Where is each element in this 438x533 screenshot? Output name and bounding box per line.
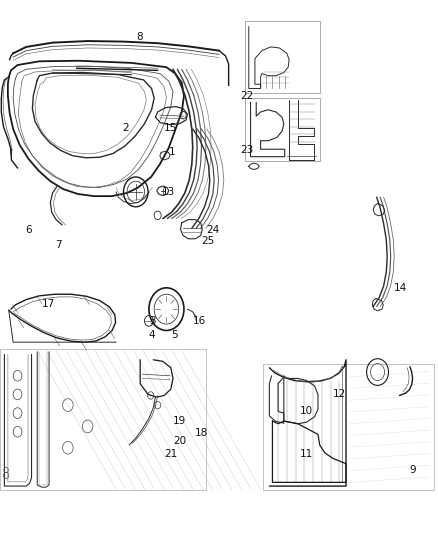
Text: 5: 5 [171,330,177,340]
Text: 3: 3 [149,316,155,326]
Text: 4: 4 [149,330,155,340]
Text: 14: 14 [394,283,407,293]
Text: 23: 23 [240,146,253,155]
Text: 15: 15 [164,123,177,133]
Text: 2: 2 [123,123,129,133]
Text: 24: 24 [206,225,219,235]
Text: 13: 13 [162,187,175,197]
Text: 22: 22 [240,91,253,101]
Text: 12: 12 [333,390,346,399]
Text: 1: 1 [169,147,175,157]
Text: 25: 25 [201,236,215,246]
Text: 10: 10 [300,407,313,416]
Text: 18: 18 [195,428,208,438]
Text: 7: 7 [55,240,61,250]
Text: 19: 19 [173,416,186,426]
Text: 8: 8 [136,33,142,42]
Text: 21: 21 [164,449,177,459]
Text: 16: 16 [193,316,206,326]
Text: 17: 17 [42,299,55,309]
Text: 20: 20 [173,437,186,446]
Text: 9: 9 [410,465,416,475]
Text: 6: 6 [25,225,32,235]
Text: 11: 11 [300,449,313,459]
